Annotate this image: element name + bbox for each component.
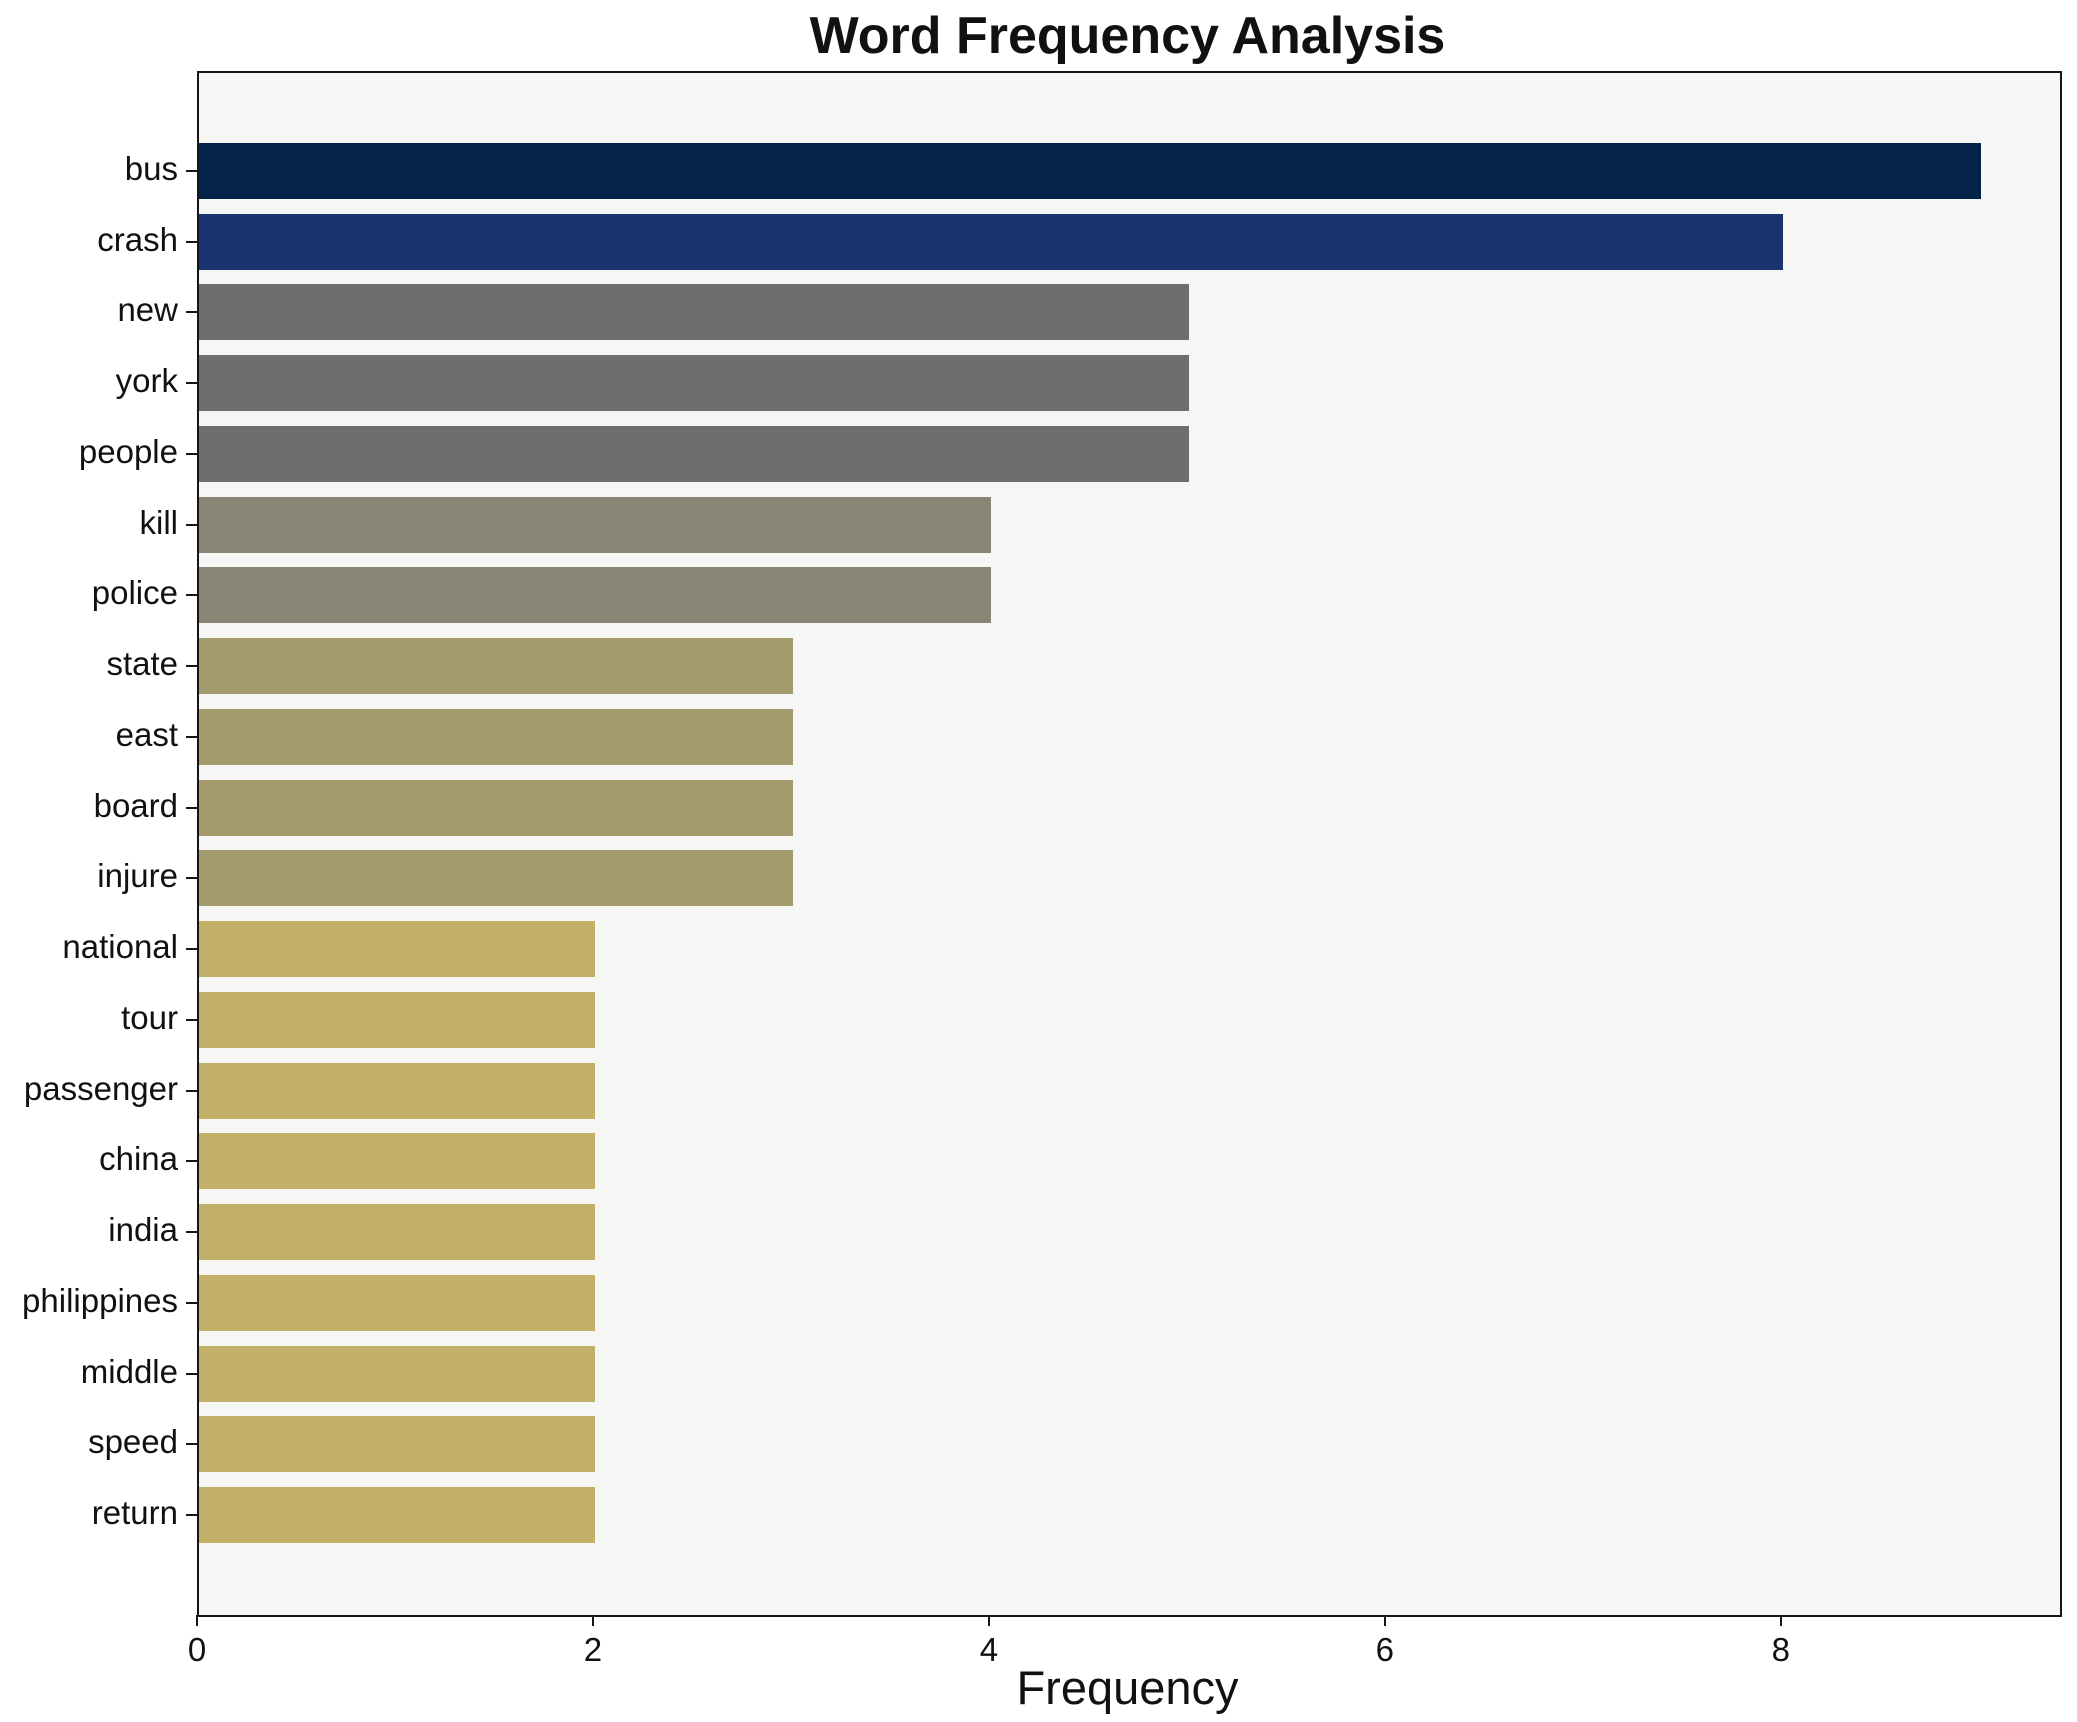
y-tick-label-bus: bus [124,150,178,187]
y-tick-mark [186,1372,197,1375]
chart-title: Word Frequency Analysis [809,7,1446,65]
y-tick-mark [186,523,197,526]
x-tick-label-0: 0 [187,1631,207,1668]
y-tick-label-crash: crash [97,220,178,258]
y-tick-mark [186,1443,197,1446]
bar-bus [199,143,1981,199]
y-tick-mark [186,1018,197,1021]
y-tick-label-state: state [106,645,178,683]
x-tick-mark [1383,1615,1386,1626]
y-tick-mark [186,665,197,668]
y-tick-label-kill: kill [139,503,179,541]
y-tick-mark [186,452,197,455]
bar-passenger [199,1062,595,1119]
y-tick-label-national: national [62,928,178,966]
y-tick-mark [186,170,197,172]
y-tick-mark [186,1089,197,1092]
y-tick-mark [186,240,197,243]
bar-police [199,567,991,624]
plot-area [186,71,2062,1617]
y-tick-label-philippines: philippines [22,1281,178,1319]
y-tick-label-speed: speed [88,1423,178,1461]
y-tick-mark [186,877,197,880]
x-tick-mark [591,1615,594,1626]
y-tick-label-tour: tour [121,998,178,1036]
bar-return [199,1487,595,1544]
bar-philippines [199,1274,595,1331]
x-tick-mark [196,1615,198,1626]
bar-middle [199,1345,595,1402]
x-tick-label-6: 6 [1375,1631,1395,1668]
x-tick-label-8: 8 [1771,1631,1790,1668]
y-tick-label-india: india [108,1211,178,1249]
bar-state [199,638,793,695]
bar-new [199,284,1189,341]
y-tick-label-middle: middle [80,1352,178,1390]
bar-india [199,1204,595,1261]
y-tick-mark [186,735,197,738]
bar-board [199,779,793,836]
x-axis-label: Frequency [1016,1661,1239,1714]
y-tick-mark [186,1301,197,1304]
bar-speed [199,1416,595,1473]
bar-york [199,355,1189,412]
bar-china [199,1133,595,1190]
y-tick-label-board: board [93,786,178,824]
x-tick-label-2: 2 [583,1631,603,1668]
y-tick-label-return: return [91,1494,178,1532]
y-tick-label-passenger: passenger [23,1069,178,1107]
y-tick-mark [186,1160,197,1163]
y-tick-mark [186,382,197,385]
y-tick-mark [186,806,197,809]
y-tick-mark [186,594,197,597]
x-tick-label-4: 4 [979,1631,999,1668]
bar-people [199,425,1189,482]
x-tick-mark [987,1615,990,1626]
y-tick-mark [186,1231,197,1234]
y-tick-label-injure: injure [97,857,178,895]
y-tick-label-york: york [115,362,178,400]
y-tick-mark [186,948,197,951]
bar-crash [199,213,1783,270]
bar-kill [199,496,991,553]
y-tick-label-new: new [117,291,178,329]
bar-east [199,708,793,765]
y-tick-mark [186,311,197,314]
x-tick-mark [1779,1615,1782,1626]
bar-tour [199,991,595,1048]
y-tick-label-people: people [78,432,178,470]
y-tick-mark [186,1514,197,1517]
bar-national [199,921,595,978]
y-tick-label-police: police [91,574,178,612]
y-tick-label-china: china [99,1140,178,1178]
y-tick-label-east: east [115,715,178,753]
bar-injure [199,850,793,907]
